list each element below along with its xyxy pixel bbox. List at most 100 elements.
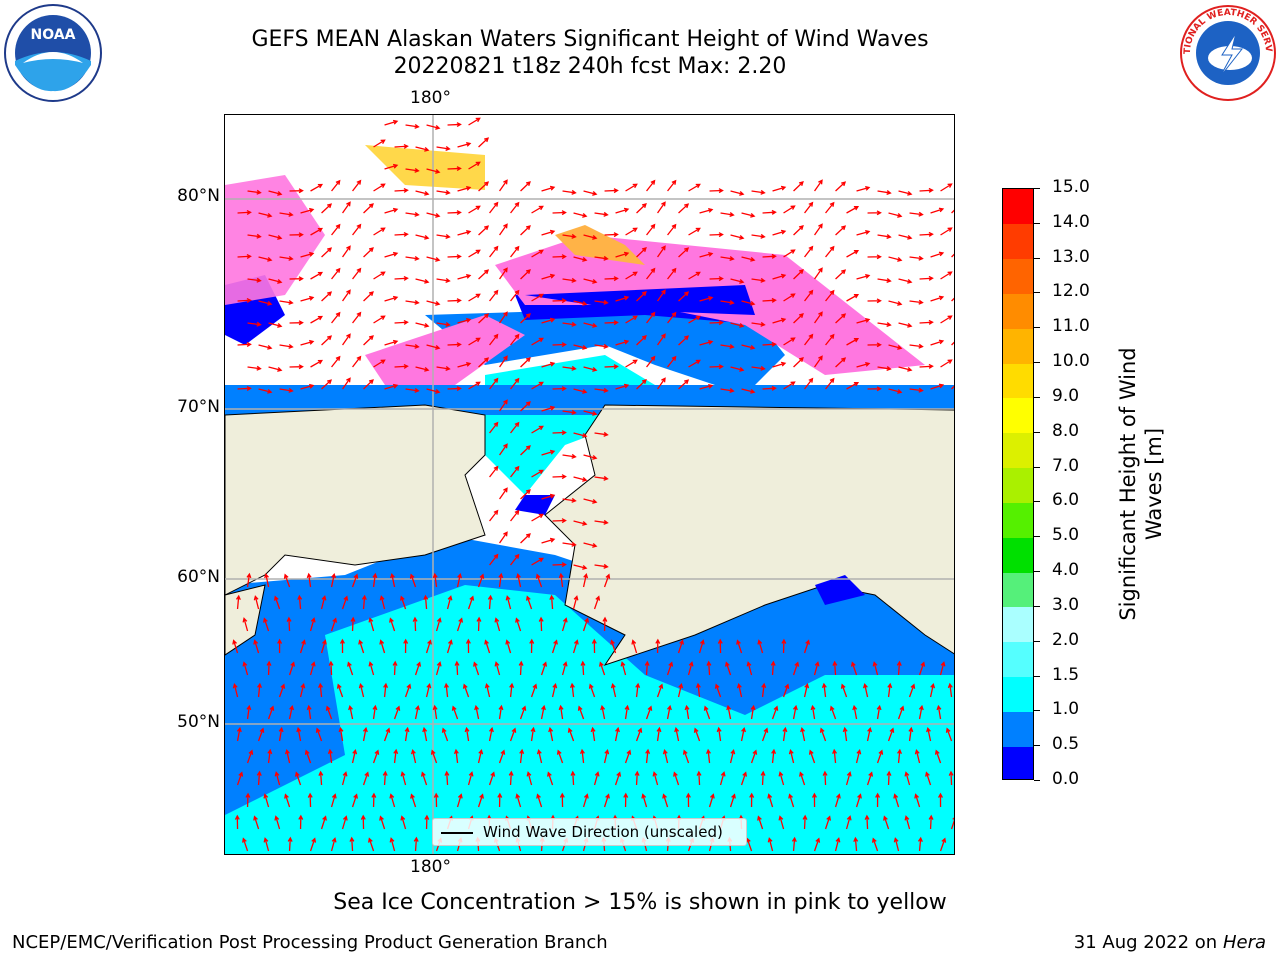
wave-arrow xyxy=(468,161,481,170)
wave-arrow xyxy=(320,639,327,654)
wave-arrow xyxy=(767,793,774,808)
wave-arrow xyxy=(433,792,439,808)
wave-arrow xyxy=(394,319,409,325)
colorbar-tick-label: 12.0 xyxy=(1052,281,1090,302)
wave-arrow xyxy=(341,595,349,610)
wave-arrow xyxy=(373,315,386,324)
wave-arrow xyxy=(741,256,756,262)
wave-arrow xyxy=(331,179,341,192)
noaa-logo-text: NOAA xyxy=(31,27,76,43)
wave-arrow xyxy=(762,209,777,215)
wave-arrow xyxy=(871,837,879,852)
wave-arrow xyxy=(453,748,459,764)
wave-arrow xyxy=(945,727,953,742)
wave-arrow xyxy=(273,595,281,610)
wave-arrow xyxy=(551,639,558,654)
wave-arrow xyxy=(405,299,420,305)
wave-arrow xyxy=(887,682,893,698)
wave-arrow xyxy=(258,256,273,262)
wave-arrow xyxy=(898,190,913,196)
colorbar-tick-label: 15.0 xyxy=(1052,177,1090,197)
wave-arrow xyxy=(372,749,380,764)
wave-arrow xyxy=(876,704,882,720)
wave-arrow xyxy=(300,207,315,214)
wave-arrow xyxy=(246,749,254,764)
wave-arrow xyxy=(525,595,533,610)
wave-arrow xyxy=(583,410,598,416)
wave-arrow xyxy=(741,344,756,350)
wave-arrow xyxy=(300,251,315,258)
wave-arrow xyxy=(384,339,399,346)
lat-label-80: 80°N xyxy=(177,186,220,206)
wave-arrow xyxy=(552,298,567,304)
wave-arrow xyxy=(666,704,672,720)
colorbar-segment xyxy=(1003,258,1033,294)
wave-arrow xyxy=(468,249,481,258)
wave-arrow xyxy=(405,211,420,217)
wave-arrow xyxy=(499,267,508,280)
wave-arrow xyxy=(441,727,449,742)
wave-arrow xyxy=(382,770,388,786)
wave-arrow xyxy=(583,366,598,372)
wave-arrow xyxy=(531,381,544,390)
wave-arrow xyxy=(591,638,597,654)
wave-arrow xyxy=(603,749,610,764)
wave-arrow xyxy=(577,705,585,720)
wave-arrow xyxy=(541,405,556,412)
wave-arrow xyxy=(478,181,490,192)
wave-arrow xyxy=(520,489,531,500)
wave-arrow xyxy=(778,815,785,830)
wave-arrow xyxy=(494,617,501,632)
wave-arrow xyxy=(940,271,953,280)
wave-arrow xyxy=(552,342,567,348)
wave-arrow xyxy=(930,251,945,258)
wave-arrow xyxy=(602,616,608,632)
colorbar-tick-label: 9.0 xyxy=(1052,385,1080,406)
wave-arrow xyxy=(342,201,351,214)
wave-arrow xyxy=(720,256,735,261)
wave-arrow xyxy=(757,815,764,830)
wave-arrow xyxy=(793,269,804,280)
wave-arrow xyxy=(267,705,275,720)
wave-arrow xyxy=(929,682,936,698)
wave-arrow xyxy=(562,365,577,371)
wave-arrow xyxy=(473,661,480,676)
wave-arrow xyxy=(804,377,814,390)
wave-arrow xyxy=(741,388,756,394)
wave-arrow xyxy=(548,726,554,742)
wave-arrow xyxy=(803,639,810,654)
wave-arrow xyxy=(478,269,490,280)
wave-arrow xyxy=(909,387,924,393)
wave-arrow xyxy=(835,357,847,368)
wave-arrow xyxy=(384,251,399,258)
wave-arrow xyxy=(928,814,934,830)
wave-arrow xyxy=(405,343,420,349)
wave-arrow xyxy=(720,344,735,349)
wave-arrow xyxy=(772,317,787,324)
wave-arrow xyxy=(318,770,324,786)
wave-arrow xyxy=(573,344,588,350)
wave-arrow xyxy=(320,595,327,610)
wave-arrow xyxy=(457,229,472,236)
wave-arrow xyxy=(867,298,882,304)
wave-arrow xyxy=(520,533,531,544)
wave-arrow xyxy=(447,166,462,172)
wave-arrow xyxy=(625,183,638,192)
wave-arrow xyxy=(729,749,736,764)
wave-arrow xyxy=(394,231,409,237)
wave-arrow xyxy=(264,572,270,588)
wave-arrow xyxy=(792,661,800,676)
wave-arrow xyxy=(447,298,462,304)
wave-arrow xyxy=(498,572,504,588)
wave-arrow xyxy=(515,617,522,632)
wave-arrow xyxy=(579,748,585,764)
wave-arrow xyxy=(888,388,903,394)
wave-arrow xyxy=(662,749,669,764)
wave-arrow xyxy=(646,179,656,192)
wave-arrow xyxy=(468,381,481,390)
wave-arrow xyxy=(425,683,432,698)
wave-arrow xyxy=(561,617,568,632)
wave-arrow xyxy=(725,661,732,676)
wave-arrow xyxy=(372,704,378,720)
wave-arrow xyxy=(810,704,816,720)
